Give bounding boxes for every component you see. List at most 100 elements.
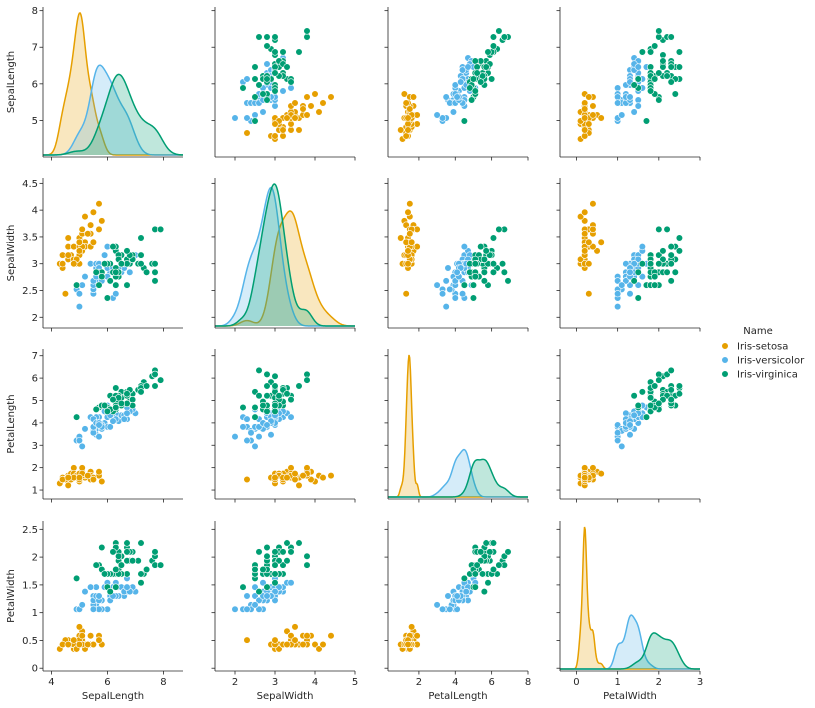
kde-line-Iris-virginica — [388, 458, 528, 498]
y-tick-label: 6 — [32, 79, 38, 90]
point-Iris-versicolor — [618, 442, 626, 451]
point-Iris-virginica — [468, 96, 476, 104]
point-Iris-setosa — [576, 212, 585, 221]
point-Iris-virginica — [471, 87, 479, 95]
point-Iris-virginica — [634, 294, 642, 302]
y-tick-label: 2 — [32, 313, 38, 324]
point-Iris-versicolor — [95, 433, 103, 441]
point-Iris-versicolor — [247, 429, 255, 437]
panel-PetalWidth-vs-SepalWidth: 2 3 4 5 — [211, 521, 358, 688]
point-Iris-virginica — [263, 583, 271, 591]
point-Iris-virginica — [98, 272, 106, 281]
point-Iris-virginica — [480, 255, 488, 264]
point-Iris-virginica — [489, 234, 498, 242]
point-Iris-virginica — [251, 565, 259, 574]
point-Iris-virginica — [271, 579, 279, 587]
point-Iris-virginica — [255, 587, 263, 596]
point-Iris-virginica — [659, 247, 667, 255]
point-Iris-versicolor — [614, 290, 622, 298]
point-Iris-setosa — [295, 126, 303, 134]
legend-label-Iris-setosa: Iris-setosa — [737, 342, 788, 353]
point-Iris-versicolor — [638, 242, 646, 251]
point-Iris-setosa — [303, 93, 311, 101]
point-Iris-virginica — [659, 255, 667, 264]
point-Iris-virginica — [667, 63, 675, 71]
point-Iris-setosa — [581, 105, 589, 113]
point-Iris-versicolor — [255, 605, 263, 613]
point-Iris-virginica — [112, 403, 120, 412]
kde-line-Iris-virginica — [215, 183, 355, 327]
point-Iris-virginica — [279, 48, 287, 56]
point-Iris-setosa — [299, 105, 307, 113]
point-Iris-versicolor — [109, 417, 117, 425]
point-Iris-versicolor — [446, 605, 454, 613]
point-Iris-setosa — [291, 636, 299, 644]
point-Iris-virginica — [460, 117, 468, 125]
point-Iris-setosa — [283, 640, 291, 649]
point-Iris-versicolor — [263, 592, 271, 600]
point-Iris-virginica — [263, 543, 271, 552]
point-Iris-setosa — [593, 247, 601, 255]
point-Iris-versicolor — [626, 421, 634, 429]
point-Iris-virginica — [646, 63, 655, 71]
point-Iris-virginica — [642, 413, 651, 421]
point-Iris-setosa — [303, 111, 311, 119]
point-Iris-setosa — [86, 632, 95, 640]
point-Iris-virginica — [263, 382, 271, 390]
point-Iris-versicolor — [442, 277, 450, 285]
point-Iris-setosa — [84, 640, 92, 649]
point-Iris-virginica — [275, 557, 283, 565]
point-Iris-versicolor — [243, 75, 251, 83]
point-Iris-virginica — [92, 561, 100, 569]
point-Iris-versicolor — [438, 114, 447, 122]
kde-line-Iris-virginica — [43, 73, 184, 156]
point-Iris-virginica — [667, 242, 675, 251]
point-Iris-virginica — [638, 260, 646, 268]
point-Iris-setosa — [585, 290, 593, 298]
y-axis-title-PetalWidth: PetalWidth — [6, 569, 17, 623]
point-Iris-virginica — [655, 376, 663, 384]
y-tick-label: 7 — [32, 351, 38, 362]
y-axis-title-SepalWidth: SepalWidth — [6, 225, 17, 282]
kde-line-Iris-setosa — [215, 210, 355, 327]
panel-SepalWidth-vs-PetalLength — [384, 178, 529, 332]
point-Iris-versicolor — [271, 102, 279, 110]
point-Iris-virginica — [663, 225, 671, 234]
point-Iris-setosa — [589, 200, 597, 208]
point-Iris-setosa — [319, 640, 327, 649]
point-Iris-versicolor — [287, 579, 295, 587]
point-Iris-virginica — [303, 33, 311, 41]
point-Iris-setosa — [291, 114, 299, 122]
point-Iris-setosa — [287, 120, 295, 128]
point-Iris-setosa — [271, 132, 279, 140]
point-Iris-virginica — [630, 81, 638, 89]
x-tick-label: 3 — [272, 677, 278, 688]
point-Iris-versicolor — [243, 436, 251, 445]
point-Iris-setosa — [581, 473, 589, 482]
point-Iris-virginica — [466, 84, 474, 92]
point-Iris-virginica — [675, 63, 684, 71]
point-Iris-versicolor — [86, 583, 95, 591]
panel-PetalWidth-vs-PetalLength: 2 4 6 8 — [384, 521, 531, 688]
point-Iris-virginica — [471, 583, 479, 591]
legend-label-Iris-versicolor: Iris-versicolor — [737, 356, 805, 367]
y-tick-label: 2 — [32, 553, 38, 564]
point-Iris-virginica — [103, 407, 111, 415]
point-Iris-setosa — [61, 290, 70, 298]
point-Iris-setosa — [406, 230, 414, 238]
point-Iris-versicolor — [622, 277, 630, 285]
point-Iris-virginica — [659, 57, 667, 65]
x-tick-label: 4 — [48, 677, 54, 688]
point-Iris-versicolor — [626, 431, 634, 439]
point-Iris-versicolor — [460, 242, 468, 251]
x-tick-label: 4 — [312, 677, 318, 688]
point-Iris-setosa — [315, 645, 323, 653]
legend-marker-Iris-versicolor — [721, 356, 729, 364]
point-Iris-virginica — [98, 543, 106, 552]
point-Iris-setosa — [581, 99, 589, 107]
point-Iris-virginica — [283, 390, 291, 398]
point-Iris-versicolor — [126, 268, 134, 276]
point-Iris-versicolor — [438, 605, 447, 613]
x-tick-label: 5 — [352, 677, 358, 688]
panel-SepalWidth-vs-SepalLength: 2 2.5 3 3.5 4 4.5 — [22, 178, 183, 332]
